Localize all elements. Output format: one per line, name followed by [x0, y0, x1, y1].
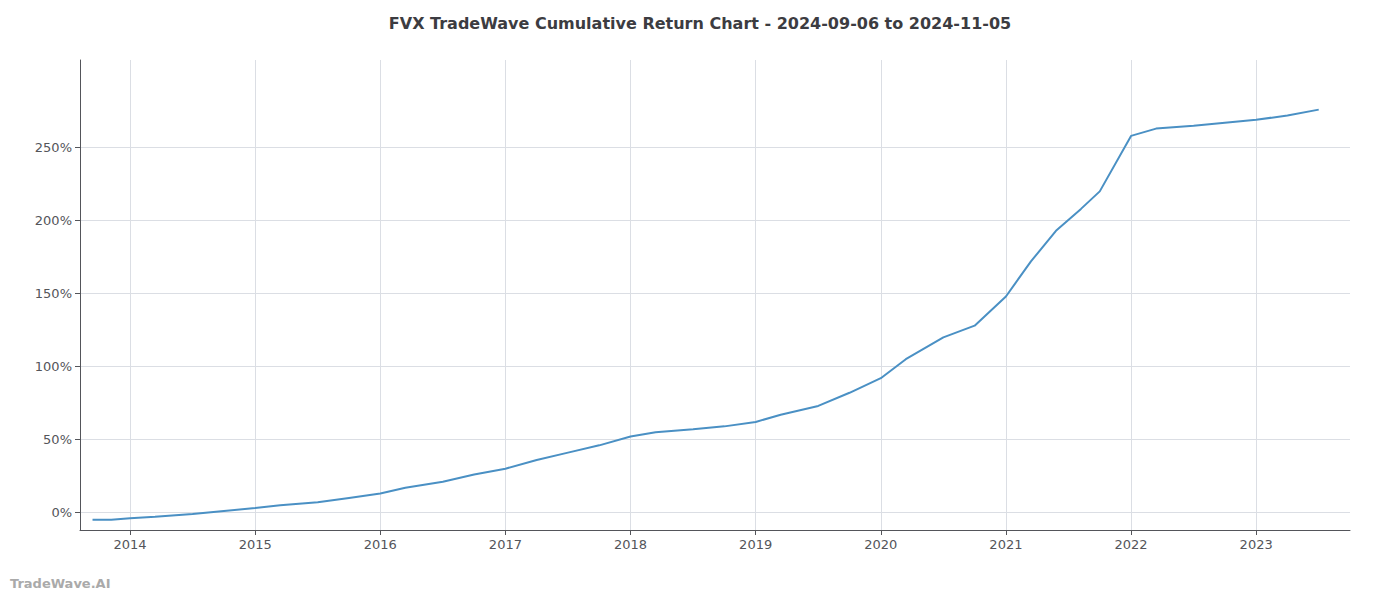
- svg-text:2015: 2015: [239, 537, 272, 552]
- svg-text:100%: 100%: [35, 359, 72, 374]
- svg-text:2019: 2019: [739, 537, 772, 552]
- svg-text:200%: 200%: [35, 213, 72, 228]
- svg-text:2018: 2018: [614, 537, 647, 552]
- svg-text:2017: 2017: [489, 537, 522, 552]
- svg-text:2016: 2016: [364, 537, 397, 552]
- svg-text:2014: 2014: [114, 537, 147, 552]
- svg-text:250%: 250%: [35, 140, 72, 155]
- svg-text:150%: 150%: [35, 286, 72, 301]
- svg-text:TradeWave.AI: TradeWave.AI: [10, 576, 111, 591]
- svg-text:2022: 2022: [1114, 537, 1147, 552]
- svg-text:2020: 2020: [864, 537, 897, 552]
- svg-text:2021: 2021: [989, 537, 1022, 552]
- svg-text:FVX TradeWave Cumulative Retur: FVX TradeWave Cumulative Return Chart - …: [389, 14, 1011, 33]
- svg-text:0%: 0%: [51, 505, 72, 520]
- svg-text:2023: 2023: [1240, 537, 1273, 552]
- svg-text:50%: 50%: [43, 432, 72, 447]
